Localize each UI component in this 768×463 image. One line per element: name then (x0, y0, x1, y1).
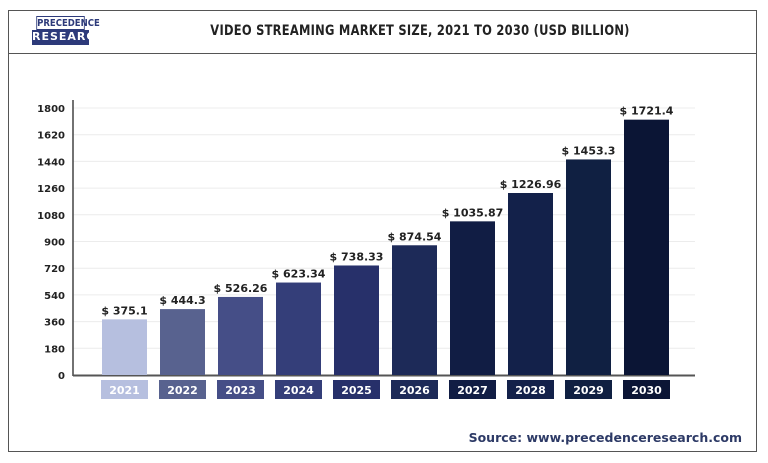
x-tick-label: 2025 (341, 384, 372, 397)
year-label-box (391, 380, 438, 399)
x-tick-label: 2030 (631, 384, 662, 397)
y-tick-label: 1440 (37, 157, 65, 168)
bar-2028 (508, 193, 553, 375)
year-label-box (159, 380, 206, 399)
chart-frame (8, 10, 757, 452)
x-tick-label: 2029 (573, 384, 604, 397)
bar-2029 (566, 159, 611, 375)
data-label: $ 1721.4 (620, 105, 674, 118)
x-tick-label: 2021 (109, 384, 140, 397)
bar-2025 (334, 265, 379, 375)
year-label-box (565, 380, 612, 399)
y-tick-label: 900 (44, 238, 65, 249)
y-tick-label: 1080 (37, 211, 65, 222)
year-label-box (217, 380, 264, 399)
header-divider (8, 53, 757, 54)
x-tick-label: 2028 (515, 384, 546, 397)
data-label: $ 444.3 (159, 294, 205, 307)
data-label: $ 375.1 (101, 304, 147, 317)
source-text: Source: www.precedenceresearch.com (468, 430, 742, 445)
data-label: $ 526.26 (214, 282, 268, 295)
year-label-box (449, 380, 496, 399)
bar-2030 (624, 119, 669, 375)
bar-2021 (102, 319, 147, 375)
y-tick-label: 720 (44, 264, 65, 275)
year-label-box (101, 380, 148, 399)
year-label-box (333, 380, 380, 399)
data-label: $ 738.33 (330, 250, 384, 263)
y-tick-label: 1800 (37, 104, 65, 115)
year-label-box (623, 380, 670, 399)
year-label-box (507, 380, 554, 399)
y-tick-label: 0 (58, 371, 65, 382)
bar-2023 (218, 296, 263, 375)
bar-2022 (160, 309, 205, 375)
bar-2024 (276, 282, 321, 375)
x-tick-label: 2027 (457, 384, 488, 397)
x-tick-label: 2026 (399, 384, 430, 397)
x-tick-label: 2024 (283, 384, 314, 397)
data-label: $ 623.34 (272, 268, 326, 281)
precedence-research-logo: PRECEDENCE RESEARCH (32, 16, 106, 45)
y-tick-label: 1260 (37, 184, 65, 195)
x-tick-label: 2022 (167, 384, 198, 397)
data-label: $ 1453.3 (562, 144, 616, 157)
logo-line-2: RESEARCH (32, 30, 106, 45)
y-tick-label: 540 (44, 291, 65, 302)
y-tick-label: 360 (44, 318, 65, 329)
data-label: $ 1226.96 (500, 178, 562, 191)
logo-line-1: PRECEDENCE (36, 16, 100, 30)
chart-title: VIDEO STREAMING MARKET SIZE, 2021 TO 203… (210, 23, 630, 39)
bar-2026 (392, 245, 437, 375)
bar-2027 (450, 221, 495, 375)
y-tick-label: 1620 (37, 131, 65, 142)
data-label: $ 874.54 (388, 230, 442, 243)
x-tick-label: 2023 (225, 384, 256, 397)
year-label-box (275, 380, 322, 399)
data-label: $ 1035.87 (442, 206, 504, 219)
y-tick-label: 180 (44, 344, 65, 355)
